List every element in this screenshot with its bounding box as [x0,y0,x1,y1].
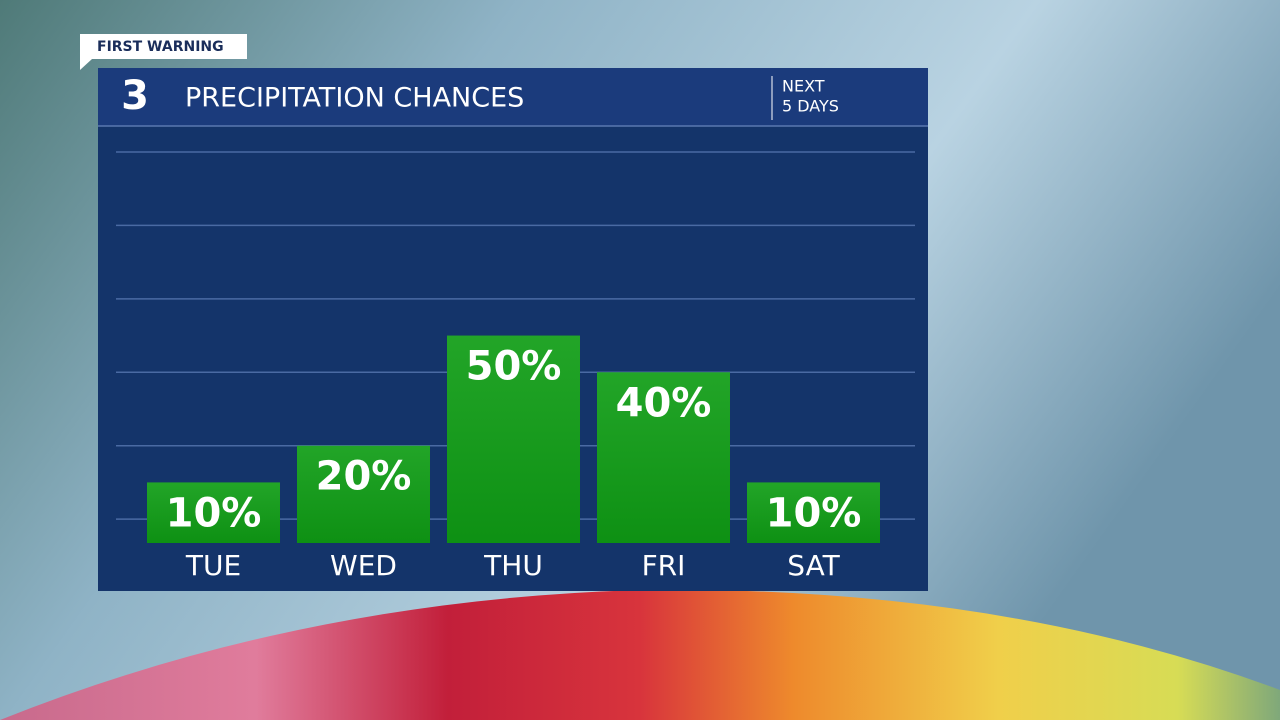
bar-shade [747,482,880,543]
x-tick-label: SAT [787,549,840,582]
value-label: 40% [616,380,712,426]
badge-tail [80,59,92,70]
umbrella [0,589,1280,720]
x-tick-label: FRI [642,549,686,582]
bar-shade [597,372,730,543]
x-tick-label: WED [330,549,397,582]
x-tick-label: THU [483,549,543,582]
bar-shade [447,335,580,543]
x-tick-label: TUE [185,549,241,582]
bar-shade [147,482,280,543]
value-label: 50% [466,344,562,390]
logo: 3 [121,73,149,119]
header [98,68,928,126]
badge: FIRST WARNING [97,39,224,55]
value-label: 20% [316,454,412,500]
chart-title: PRECIPITATION CHANCES [185,83,524,114]
value-label: 10% [766,490,862,536]
bar-shade [297,445,430,543]
badge-box [80,34,247,59]
value-label: 10% [166,490,262,536]
subtitle-line: 5 DAYS [782,97,839,116]
subtitle-line: NEXT [782,77,825,96]
